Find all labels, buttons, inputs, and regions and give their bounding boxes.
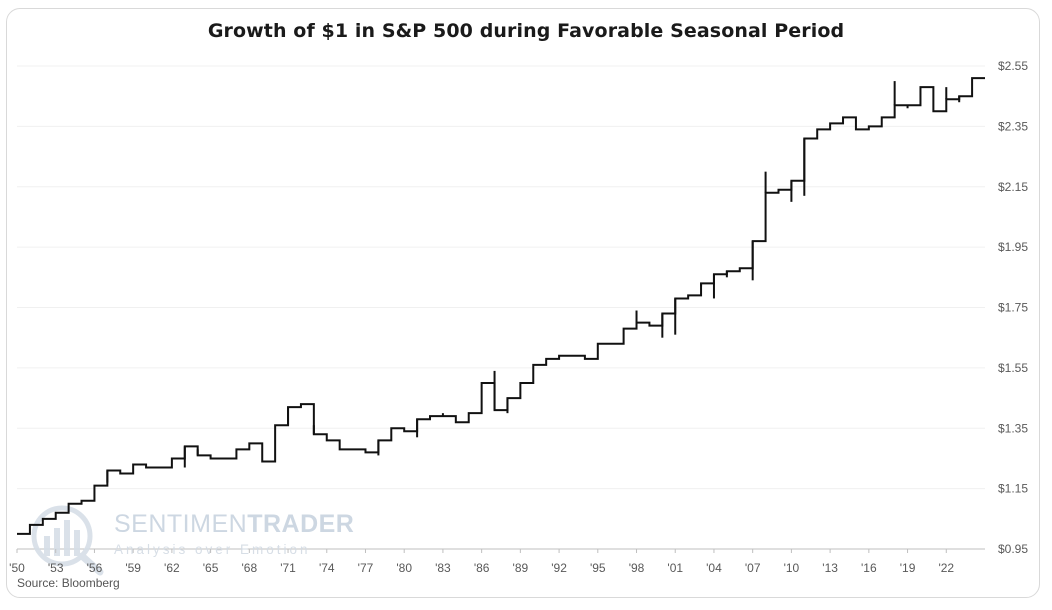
chart-title: Growth of $1 in S&P 500 during Favorable… xyxy=(207,20,845,42)
x-axis: '50 '53 '56 '59 '62 '65 '68 '71 '74 '77 '80 '83 '86 '… xyxy=(9,549,954,575)
x-tick-label: '59 xyxy=(125,561,141,575)
x-tick-label: '07 xyxy=(745,561,761,575)
x-tick-label: '53 xyxy=(48,561,64,575)
y-tick-label: $1.75 xyxy=(998,301,1028,315)
x-tick-label: '16 xyxy=(861,561,877,575)
y-tick-label: $1.35 xyxy=(998,421,1028,435)
x-tick-label: '04 xyxy=(706,561,722,575)
y-axis: $0.95 $1.15 $1.35 $1.55 $1.75 $1.95 $2.15 $2.35… xyxy=(998,59,1028,556)
x-tick-label: '86 xyxy=(474,561,490,575)
series-step-path xyxy=(17,77,985,535)
x-tick-label: '10 xyxy=(784,561,800,575)
watermark-tagline: Analysis over Emotion xyxy=(114,542,311,557)
y-tick-label: $2.55 xyxy=(998,59,1028,73)
y-tick-label: $2.15 xyxy=(998,180,1028,194)
grid-lines xyxy=(17,65,985,550)
x-tick-label: '77 xyxy=(358,561,374,575)
series-line xyxy=(17,77,985,535)
x-tick-label: '98 xyxy=(629,561,645,575)
source-note: Source: Bloomberg xyxy=(17,576,120,590)
y-tick-label: $2.35 xyxy=(998,119,1028,133)
y-tick-label: $1.15 xyxy=(998,482,1028,496)
x-tick-label: '71 xyxy=(280,561,296,575)
watermark-name-light: SENTIMEN xyxy=(114,510,247,538)
x-tick-label: '19 xyxy=(900,561,916,575)
y-tick-label: $1.55 xyxy=(998,361,1028,375)
x-tick-label: '89 xyxy=(513,561,529,575)
x-tick-label: '68 xyxy=(241,561,257,575)
x-tick-label: '22 xyxy=(938,561,954,575)
y-tick-label: $0.95 xyxy=(998,542,1028,556)
x-tick-label: '95 xyxy=(590,561,606,575)
watermark: SENTIMENTRADER Analysis over Emotion xyxy=(31,505,354,576)
x-tick-label: '62 xyxy=(164,561,180,575)
x-tick-label: '83 xyxy=(435,561,451,575)
x-tick-label: '80 xyxy=(396,561,412,575)
chart-frame xyxy=(6,8,1040,598)
y-tick-label: $1.95 xyxy=(998,240,1028,254)
x-tick-label: '50 xyxy=(9,561,25,575)
x-tick-label: '56 xyxy=(87,561,103,575)
watermark-logo-icon xyxy=(31,505,104,576)
watermark-name: SENTIMENTRADER xyxy=(114,510,354,538)
x-tick-label: '74 xyxy=(319,561,335,575)
watermark-name-bold: TRADER xyxy=(247,510,354,538)
x-tick-label: '92 xyxy=(551,561,567,575)
x-tick-label: '13 xyxy=(822,561,838,575)
x-tick-label: '65 xyxy=(203,561,219,575)
x-tick-label: '01 xyxy=(667,561,683,575)
